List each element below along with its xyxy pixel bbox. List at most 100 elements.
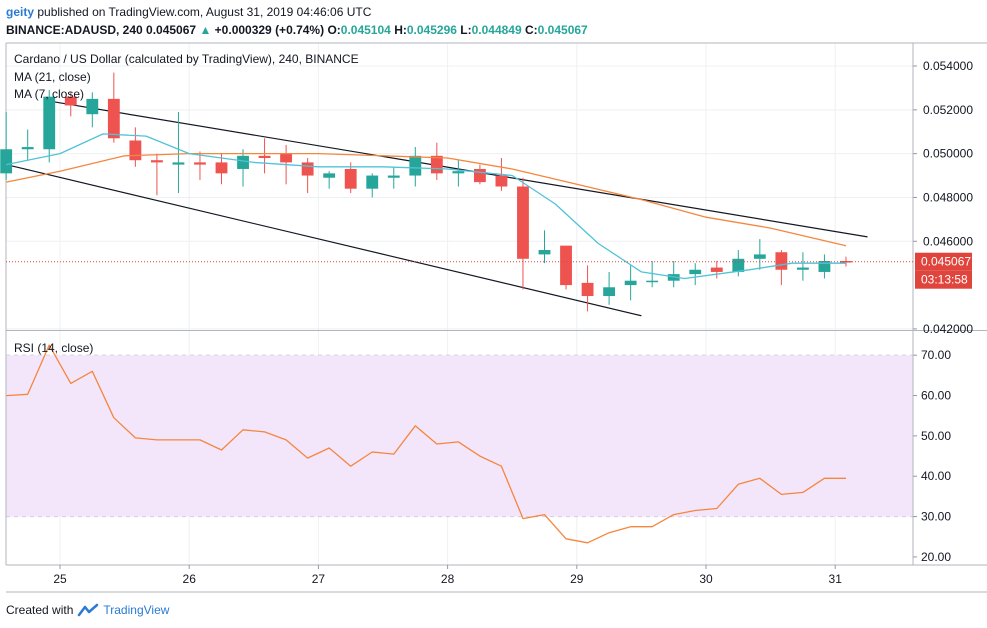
rsi-tick-label: 50.00: [921, 429, 951, 443]
candle-body: [194, 162, 206, 165]
candle: [21, 129, 34, 161]
candle: [129, 127, 142, 167]
candle-body: [387, 175, 400, 178]
countdown-label: 03:13:58: [921, 273, 968, 287]
close-value: 0.045067: [537, 23, 588, 37]
candle-body: [237, 155, 249, 169]
candle: [517, 177, 529, 290]
candle-body: [344, 168, 357, 189]
candle-body: [732, 258, 745, 272]
countdown-badge: [915, 270, 972, 289]
open-value: 0.045104: [340, 23, 391, 37]
candle-body: [473, 168, 486, 183]
candle: [409, 147, 422, 187]
candle-body: [818, 260, 831, 272]
rsi-band: [6, 355, 913, 517]
candle: [473, 164, 486, 185]
candle-body: [409, 155, 422, 176]
candle: [64, 92, 77, 117]
tradingview-brand[interactable]: TradingView: [103, 603, 170, 617]
candle-body: [775, 252, 788, 270]
price-tick-label: 0.048000: [923, 190, 973, 204]
published-text: published on TradingView.com, August 31,…: [37, 5, 372, 19]
x-tick-label: 25: [53, 572, 67, 586]
candle-body: [538, 250, 551, 255]
candle-body: [280, 153, 293, 163]
candle: [560, 245, 572, 290]
candle: [603, 271, 616, 305]
ma21-legend[interactable]: MA (21, close): [14, 70, 91, 84]
candle-body: [517, 186, 529, 259]
axes: 25 26 27 28 29 30 31 0.054000 0.052000 0.050000 0.…: [53, 59, 973, 586]
candle-body: [689, 269, 702, 275]
candle-body: [258, 155, 271, 159]
rsi-tick-label: 60.00: [921, 389, 951, 403]
rsi-tick-label: 30.00: [921, 510, 951, 524]
price-tick-label: 0.050000: [923, 147, 973, 161]
candle: [753, 239, 766, 270]
rsi-legend[interactable]: RSI (14, close): [14, 341, 94, 355]
candle-body: [753, 254, 766, 259]
candle-body: [366, 175, 379, 189]
candle-body: [646, 280, 659, 283]
candle-body: [840, 260, 852, 263]
candle: [0, 112, 13, 180]
candle-body: [21, 147, 34, 150]
open-label: O:: [327, 23, 341, 37]
candle-body: [624, 280, 637, 286]
price-tick-label: 0.054000: [923, 59, 973, 73]
created-with-text: Created with: [6, 603, 74, 617]
candle-body: [430, 155, 443, 174]
rsi-line-group: [6, 344, 846, 544]
candle-body: [64, 96, 77, 106]
candle: [840, 256, 852, 267]
candle-body: [560, 245, 572, 286]
x-tick-label: 30: [699, 572, 713, 586]
candle: [258, 138, 271, 174]
candle: [538, 230, 551, 264]
candle-body: [796, 267, 809, 270]
close-label: C:: [525, 23, 538, 37]
candle: [452, 160, 465, 187]
tradingview-logo-icon: [78, 603, 99, 617]
candle: [581, 265, 594, 312]
rsi-tick-label: 40.00: [921, 469, 951, 483]
ohlc-summary: BINANCE:ADAUSD, 240 0.045067 ▲ +0.000329…: [6, 23, 588, 37]
last-price-label: 0.045067: [921, 255, 971, 269]
ma7-legend[interactable]: MA (7, close): [14, 87, 85, 101]
ma21-line: [6, 152, 847, 247]
candle-body: [129, 140, 142, 161]
candle: [323, 171, 336, 189]
candle-body: [107, 98, 120, 139]
candle-body: [86, 98, 99, 115]
candle-body: [603, 287, 616, 297]
high-label: H:: [394, 23, 407, 37]
price-change: +0.000329 (+0.74%): [214, 23, 325, 37]
change-up-icon: ▲: [199, 23, 212, 37]
price-tick-label: 0.046000: [923, 234, 973, 248]
candle: [430, 142, 443, 180]
x-tick-label: 27: [312, 572, 326, 586]
candle-body: [172, 162, 185, 165]
candle: [796, 252, 809, 281]
last-price-badge: [915, 252, 972, 271]
candle-body: [0, 149, 13, 174]
candle: [301, 158, 314, 194]
candle-body: [301, 162, 314, 176]
author-name[interactable]: geity: [6, 5, 35, 19]
x-tick-label: 26: [183, 572, 197, 586]
candle-body: [452, 171, 465, 174]
rsi-tick-label: 70.00: [921, 348, 951, 362]
candles: [0, 72, 852, 312]
candle: [172, 112, 185, 194]
candle: [215, 153, 228, 185]
candle: [689, 263, 702, 286]
price-tick-label: 0.052000: [923, 103, 973, 117]
candle: [344, 162, 357, 194]
chart-title: Cardano / US Dollar (calculated by Tradi…: [14, 52, 359, 66]
candle: [710, 260, 723, 279]
rsi-tick-label: 20.00: [921, 550, 951, 564]
low-label: L:: [460, 23, 472, 37]
price-tick-label: 0.042000: [923, 322, 973, 336]
